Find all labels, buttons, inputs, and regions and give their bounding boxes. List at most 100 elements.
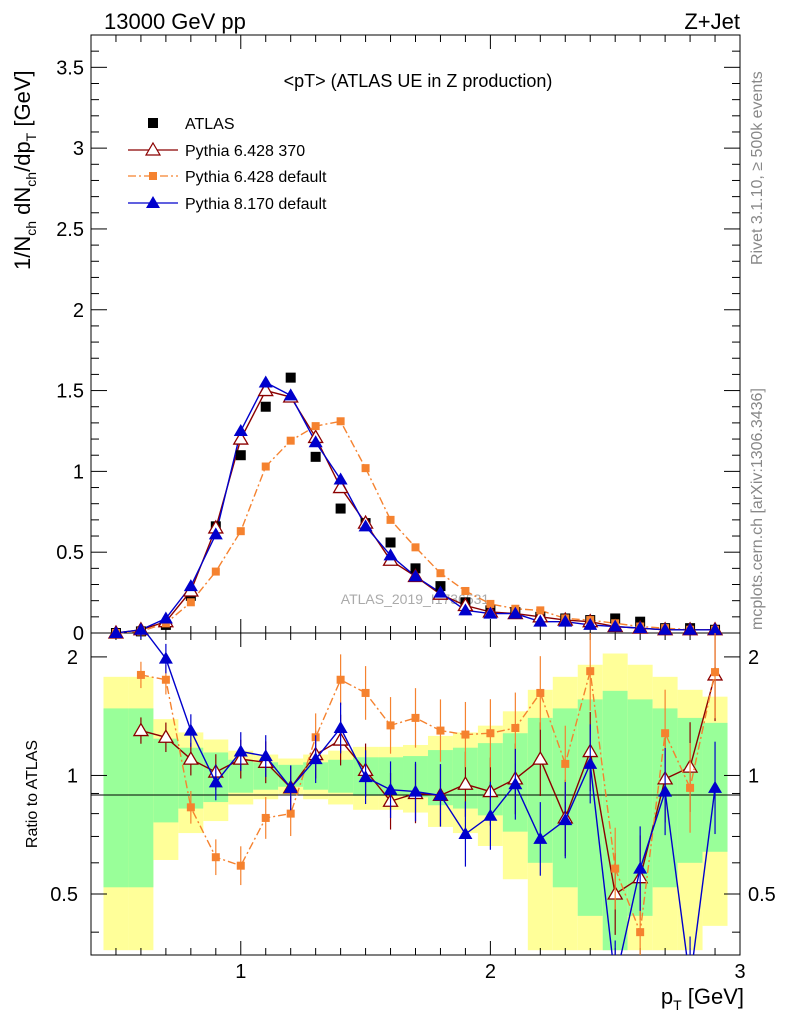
pythia6-default-point (386, 515, 395, 524)
ratio-pythia8-point (458, 827, 473, 840)
pythia6-370-point (332, 479, 349, 494)
ratio-y-tick-label-right: 2 (748, 647, 759, 669)
ratio-pythia6-370-point (532, 750, 549, 765)
pythia8-point (183, 579, 198, 592)
ratio-pythia8-point (583, 756, 598, 769)
legend-marker-pythia8 (146, 196, 160, 208)
pythia8-point (358, 519, 373, 532)
pythia8-point (558, 614, 573, 627)
ratio-pythia6-default-point (336, 675, 345, 684)
legend-entry-pythia8: Pythia 8.170 default (128, 196, 327, 213)
pythia6-370-point (232, 430, 249, 445)
ratio-pythia6-default-point (586, 667, 595, 676)
main-y-axis-label: 1/Nch dNch/dpT [GeV] (10, 70, 39, 270)
ratio-pythia8-point (658, 784, 673, 797)
ratio-pythia6-default-point (161, 675, 170, 684)
ratio-pythia6-default-point (211, 853, 220, 862)
pythia8-point (283, 388, 298, 401)
collision-label: 13000 GeV pp (104, 9, 246, 34)
ratio-pythia6-default-point (286, 809, 295, 818)
ratio-y-axis-label: Ratio to ATLAS (24, 740, 41, 848)
atlas-data-point (385, 537, 396, 548)
pythia6-default-point (411, 543, 420, 552)
pythia6-default-point (186, 598, 195, 607)
ratio-y-tick-label-left: 1 (67, 765, 78, 787)
pythia6-default-point (211, 567, 220, 576)
ratio-y-tick-label-right: 1 (748, 765, 759, 787)
ratio-pythia6-default-point (686, 783, 695, 792)
main-y-tick-label: 1.5 (56, 381, 84, 403)
ratio-pythia8-point (233, 744, 248, 757)
legend-label-atlas: ATLAS (185, 116, 235, 133)
pythia8-point (208, 527, 223, 540)
atlas-data-point (285, 372, 296, 383)
atlas-data-point (235, 450, 246, 461)
ratio-pythia8-point (433, 788, 448, 801)
legend-marker-pythia6-default (149, 172, 157, 180)
pythia8-point (108, 626, 123, 638)
main-y-tick-label: 3 (73, 138, 84, 160)
ratio-pythia6-370-point (157, 728, 175, 743)
ratio-pythia6-default-point (361, 688, 370, 697)
pythia8-point (708, 622, 723, 635)
ratio-pythia6-370-point (457, 775, 474, 790)
band-inner-2 (153, 738, 179, 823)
pythia8-point (683, 622, 698, 635)
main-series-group (107, 372, 724, 639)
pythia8-point (233, 423, 248, 436)
ratio-pythia6-default-point (461, 730, 470, 739)
legend-entry-pythia6-370: Pythia 6.428 370 (128, 141, 305, 160)
ratio-pythia6-default-point (136, 670, 145, 679)
band-inner-0 (103, 708, 129, 888)
ratio-pythia8-point (558, 813, 573, 826)
pythia8-point (333, 472, 348, 485)
pythia6-default-point (361, 464, 370, 473)
ratio-pythia8-point (408, 784, 423, 797)
ratio-line-2 (145, 633, 716, 955)
pythia8-point (433, 585, 448, 598)
main-y-tick-label: 0.5 (56, 542, 84, 564)
pythia6-default-point (261, 462, 270, 471)
main-y-tick-label: 0 (73, 623, 84, 645)
mcplots-label: mcplots.cern.ch [arXiv:1306.3436] (749, 388, 766, 630)
pythia8-point (533, 614, 548, 627)
pythia6-default-point (486, 599, 495, 608)
legend-marker-pythia6-370 (144, 141, 162, 156)
ratio-pythia8-point (708, 780, 723, 793)
ratio-pythia8-point (358, 770, 373, 783)
legend-label-pythia8: Pythia 8.170 default (185, 196, 327, 213)
plot-title: <pT> (ATLAS UE in Z production) (284, 71, 553, 91)
main-y-tick-label: 3.5 (56, 57, 84, 79)
ratio-pythia8-point (633, 861, 648, 874)
ratio-pythia6-default-point (486, 729, 495, 738)
pythia6-default-point (286, 436, 295, 445)
atlas-data-point (310, 451, 321, 462)
pythia6-default-point (536, 606, 545, 615)
pythia6-default-point (311, 422, 320, 431)
ratio-pythia8-point (383, 782, 398, 795)
legend: ATLAS Pythia 6.428 370 Pythia 6.428 defa… (128, 116, 327, 213)
ratio-pythia8-point (183, 723, 198, 736)
atlas-data-point (335, 503, 346, 514)
ratio-pythia8-point (333, 720, 348, 733)
legend-entry-pythia6-default: Pythia 6.428 default (128, 169, 327, 186)
pythia8-point (508, 606, 523, 619)
legend-label-pythia6-default: Pythia 6.428 default (185, 169, 327, 186)
rivet-version-label: Rivet 3.1.10, ≥ 500k events (749, 71, 766, 265)
analysis-watermark: ATLAS_2019_I1736531 (341, 591, 490, 607)
ratio-pythia6-default-point (561, 759, 570, 768)
ratio-series-group (132, 633, 724, 955)
ratio-pythia6-default-point (611, 864, 620, 873)
ratio-y-tick-label-left: 2 (67, 647, 78, 669)
ratio-pythia8-point (208, 775, 223, 788)
legend-entry-atlas: ATLAS (148, 116, 235, 133)
pythia6-default-point (236, 527, 245, 536)
ratio-pythia6-default-point (236, 861, 245, 870)
pythia8-point (633, 621, 648, 634)
legend-marker-atlas (148, 118, 158, 128)
legend-label-pythia6-370: Pythia 6.428 370 (185, 143, 305, 160)
ratio-pythia6-default-point (411, 713, 420, 722)
main-y-tick-label: 1 (73, 461, 84, 483)
atlas-data-point (260, 401, 271, 412)
